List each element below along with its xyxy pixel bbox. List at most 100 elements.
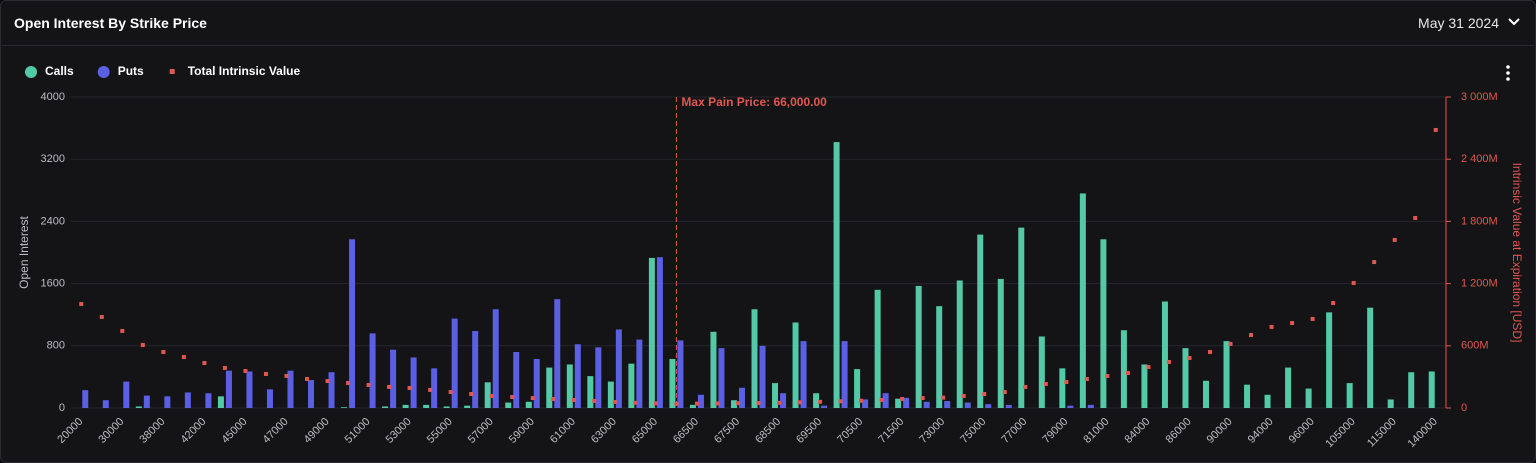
bar <box>915 285 922 408</box>
bar <box>1223 341 1230 408</box>
tiv-point <box>120 328 125 333</box>
x-tick-label: 30000 <box>96 416 126 446</box>
bar <box>472 331 479 408</box>
bar <box>718 348 725 408</box>
bar <box>143 395 150 408</box>
tiv-point <box>448 390 453 395</box>
tiv-point <box>305 376 310 381</box>
bar <box>1087 404 1094 408</box>
tiv-point <box>1002 390 1007 395</box>
bar <box>492 309 499 408</box>
y2-tick-label: 1 200M <box>1461 278 1498 290</box>
x-tick-label: 59000 <box>507 416 537 446</box>
bar <box>956 280 963 408</box>
bar <box>759 345 766 408</box>
tiv-point <box>1310 316 1315 321</box>
bar <box>677 340 684 408</box>
x-tick-label: 47000 <box>261 416 291 446</box>
menu[interactable] <box>1506 65 1510 81</box>
bar <box>505 402 512 408</box>
tiv-point <box>1105 373 1110 378</box>
bar <box>308 380 315 408</box>
bar <box>451 318 458 408</box>
bar <box>792 322 799 408</box>
bar <box>862 399 869 408</box>
bar <box>184 392 191 408</box>
tiv-point <box>1351 280 1356 285</box>
x-tick-label: 65000 <box>630 416 660 446</box>
tiv-point <box>1023 384 1028 389</box>
tiv-point <box>1228 341 1233 346</box>
tiv-point <box>715 401 720 406</box>
bar <box>903 397 910 408</box>
tiv-point <box>530 396 535 401</box>
legend-label: Calls <box>45 64 74 78</box>
x-tick-label: 70500 <box>835 416 865 446</box>
x-tick-label: 73000 <box>917 416 947 446</box>
bar <box>382 406 389 408</box>
x-tick-label: 84000 <box>1122 416 1152 446</box>
x-tick-label: 49000 <box>302 416 332 446</box>
x-tick-label: 42000 <box>178 416 208 446</box>
bar <box>1244 384 1251 408</box>
bar <box>1326 312 1333 408</box>
tiv-point <box>140 342 145 347</box>
tiv-point <box>859 398 864 403</box>
x-tick-label: 53000 <box>384 416 414 446</box>
tiv-point <box>428 387 433 392</box>
tiv-point <box>469 392 474 397</box>
bar <box>615 329 622 408</box>
bar <box>574 344 581 408</box>
bar <box>936 306 943 408</box>
tiv-point <box>1331 300 1336 305</box>
tiv-point <box>653 401 658 406</box>
bar <box>977 234 984 408</box>
tiv-point <box>1043 381 1048 386</box>
tiv-point <box>284 373 289 378</box>
x-tick-label: 63000 <box>589 416 619 446</box>
tiv-point <box>571 398 576 403</box>
bar <box>123 381 130 408</box>
x-tick-label: 45000 <box>219 416 249 446</box>
y-tick-label: 800 <box>47 340 65 352</box>
bar <box>821 405 828 408</box>
tiv-point <box>1290 320 1295 325</box>
bar <box>205 393 212 408</box>
y-axis-label: Open Interest <box>17 215 31 288</box>
chevron[interactable] <box>1507 15 1521 29</box>
bar <box>1067 405 1074 408</box>
bar <box>410 357 417 408</box>
y-tick-label: 0 <box>59 402 65 414</box>
tiv-point <box>982 392 987 397</box>
x-tick-label: 20000 <box>55 416 85 446</box>
header: Open Interest By Strike Price May 31 202… <box>1 1 1535 46</box>
tiv-point <box>1207 350 1212 355</box>
bar <box>1059 368 1066 408</box>
max-pain-label: Max Pain Price: 66,000.00 <box>681 95 827 109</box>
x-tick-label: 96000 <box>1287 416 1317 446</box>
tiv-point <box>366 382 371 387</box>
legend-label: Puts <box>118 64 144 78</box>
tiv-point <box>756 401 761 406</box>
tiv-point <box>510 395 515 400</box>
bar <box>1079 193 1086 408</box>
bar <box>341 407 348 408</box>
bar <box>895 398 902 408</box>
bar <box>730 400 737 408</box>
x-tick-label: 51000 <box>343 416 373 446</box>
bar <box>287 370 294 408</box>
tiv-point <box>735 401 740 406</box>
bar <box>689 404 696 408</box>
bar <box>772 383 779 408</box>
x-tick-label: 61000 <box>548 416 578 446</box>
date-select[interactable]: May 31 2024 <box>1418 15 1499 31</box>
tiv-point <box>222 365 227 370</box>
bar <box>1346 383 1353 408</box>
tiv-point <box>920 396 925 401</box>
bar <box>513 352 520 408</box>
bar <box>484 382 491 408</box>
tiv-point <box>489 393 494 398</box>
tiv-point <box>777 400 782 405</box>
bar <box>636 339 643 408</box>
